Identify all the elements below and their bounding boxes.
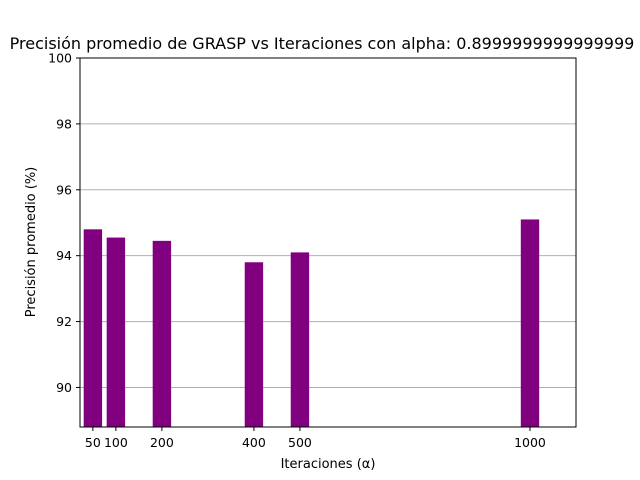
x-tick-label: 100 [104,435,128,450]
bar [152,240,172,427]
x-tick-label: 200 [150,435,174,450]
bar [106,237,126,427]
y-tick-label: 100 [48,51,72,66]
x-tick-label: 1000 [514,435,546,450]
y-axis-ticks: 90 92 94 96 98 100 [48,51,80,395]
plot-frame [79,57,577,428]
x-axis-ticks: 50 100 200 400 500 1000 [85,427,546,450]
y-axis-label: Precisión promedio (%) [24,167,39,318]
y-tick-label: 94 [56,248,72,263]
bar [290,252,310,427]
y-tick-label: 90 [56,380,72,395]
bar [83,229,103,427]
bar [244,262,264,427]
x-axis-label: Iteraciones (α) [281,457,376,472]
chart-title: Precisión promedio de GRASP vs Iteracion… [10,34,635,53]
y-tick-label: 98 [56,116,72,131]
y-tick-label: 96 [56,182,72,197]
x-tick-label: 500 [288,435,312,450]
bars [83,219,540,427]
x-tick-label: 400 [242,435,266,450]
y-tick-label: 92 [56,314,72,329]
bar [520,219,540,427]
x-tick-label: 50 [85,435,101,450]
